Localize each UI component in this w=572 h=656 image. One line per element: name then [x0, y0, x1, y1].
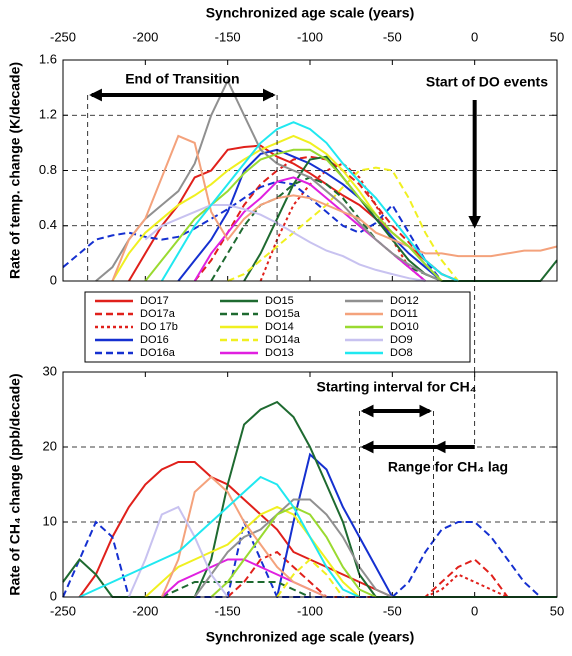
y-tick-label: 0 — [50, 272, 57, 287]
annotation: Range for CH₄ lag — [388, 459, 508, 475]
y-tick-label: 30 — [43, 363, 57, 378]
x-tick-label: -50 — [383, 29, 402, 44]
legend-label: DO16 — [140, 334, 169, 346]
legend-label: DO17a — [140, 308, 176, 320]
x-tick-label: -100 — [297, 29, 323, 44]
legend-label: DO15 — [265, 295, 294, 307]
y-tick-label: 20 — [43, 438, 57, 453]
series-line — [259, 162, 426, 282]
y-axis-title: Rate of CH₄ change (ppb/decade) — [7, 373, 23, 595]
series-line — [424, 573, 509, 598]
x-tick-label: -200 — [132, 603, 158, 618]
series-line — [144, 505, 361, 598]
legend-box — [84, 291, 471, 363]
x-tick-label: -250 — [50, 603, 76, 618]
x-axis-title: Synchronized age scale (years) — [206, 5, 415, 21]
series-line — [193, 176, 426, 282]
legend-label: DO15a — [265, 308, 301, 320]
series-line — [227, 166, 459, 282]
y-axis-title: Rate of temp. change (K/decade) — [7, 62, 23, 279]
series-line — [160, 121, 459, 282]
y-tick-label: 10 — [43, 513, 57, 528]
legend-label: DO16a — [140, 347, 176, 359]
series-line — [144, 148, 443, 282]
plot-frame — [62, 371, 558, 598]
plot-frame — [62, 59, 558, 282]
legend-label: DO13 — [265, 347, 294, 359]
legend-label: DO14a — [265, 334, 301, 346]
x-tick-label: 0 — [471, 29, 478, 44]
x-tick-label: -250 — [50, 29, 76, 44]
series-line — [160, 475, 327, 598]
y-tick-label: 1.2 — [39, 107, 57, 122]
x-tick-label: -100 — [297, 603, 323, 618]
x-tick-label: -200 — [132, 29, 158, 44]
legend-label: DO8 — [390, 347, 413, 359]
legend-label: DO17 — [140, 295, 169, 307]
y-tick-label: 0 — [50, 588, 57, 603]
y-tick-label: 0.4 — [39, 217, 57, 232]
x-axis-title: Synchronized age scale (years) — [206, 629, 415, 645]
series-line — [78, 461, 393, 598]
x-tick-label: 50 — [550, 603, 564, 618]
annotation: Starting interval for CH₄ — [316, 379, 476, 395]
y-tick-label: 0.8 — [39, 162, 57, 177]
series-line — [79, 475, 360, 598]
series-line — [227, 550, 509, 598]
series-line — [276, 558, 344, 598]
x-tick-label: -50 — [383, 603, 402, 618]
x-tick-label: 50 — [550, 29, 564, 44]
x-tick-label: -150 — [215, 29, 241, 44]
x-tick-label: 0 — [471, 603, 478, 618]
legend-label: DO 17b — [140, 321, 178, 333]
x-tick-label: -150 — [215, 603, 241, 618]
legend-label: DO12 — [390, 295, 419, 307]
legend-label: DO11 — [390, 308, 418, 320]
series-line — [144, 204, 426, 282]
series-line — [127, 505, 229, 598]
legend-label: DO9 — [390, 334, 413, 346]
annotation: End of Transition — [125, 71, 239, 87]
annotation: Start of DO events — [426, 74, 548, 90]
legend-label: DO14 — [265, 321, 294, 333]
series-line — [62, 180, 443, 282]
series-line — [161, 558, 327, 598]
series-line — [111, 134, 558, 282]
y-tick-label: 1.6 — [39, 51, 57, 66]
legend-label: DO10 — [390, 321, 419, 333]
